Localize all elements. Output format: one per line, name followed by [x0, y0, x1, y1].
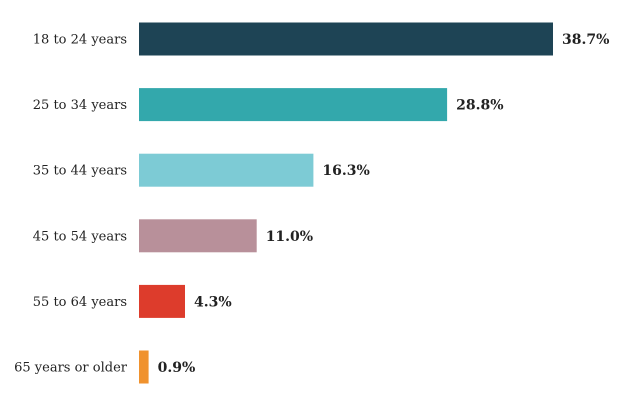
bar-6 [139, 350, 149, 384]
category-label-3: 35 to 44 years [33, 164, 127, 179]
value-label-6: 0.9% [158, 360, 196, 376]
category-label-6: 65 years or older [14, 361, 128, 376]
value-label-3: 16.3% [322, 163, 369, 179]
value-label-5: 4.3% [194, 294, 232, 310]
bars-group [139, 22, 553, 384]
category-label-4: 45 to 54 years [33, 229, 127, 244]
category-labels-group: 18 to 24 years 25 to 34 years 35 to 44 yea… [14, 33, 128, 376]
value-label-1: 38.7% [562, 32, 609, 48]
value-labels-group: 38.7% 28.8% 16.3% 11.0% 4.3% 0.9% [158, 32, 610, 376]
bar-2 [139, 88, 448, 122]
category-label-1: 18 to 24 years [33, 33, 127, 48]
bar-4 [139, 219, 257, 253]
value-label-2: 28.8% [456, 98, 503, 114]
value-label-4: 11.0% [266, 229, 313, 245]
bar-5 [139, 284, 185, 318]
category-label-5: 55 to 64 years [33, 295, 127, 310]
category-label-2: 25 to 34 years [33, 98, 127, 113]
bar-1 [139, 22, 553, 56]
bar-3 [139, 153, 314, 187]
